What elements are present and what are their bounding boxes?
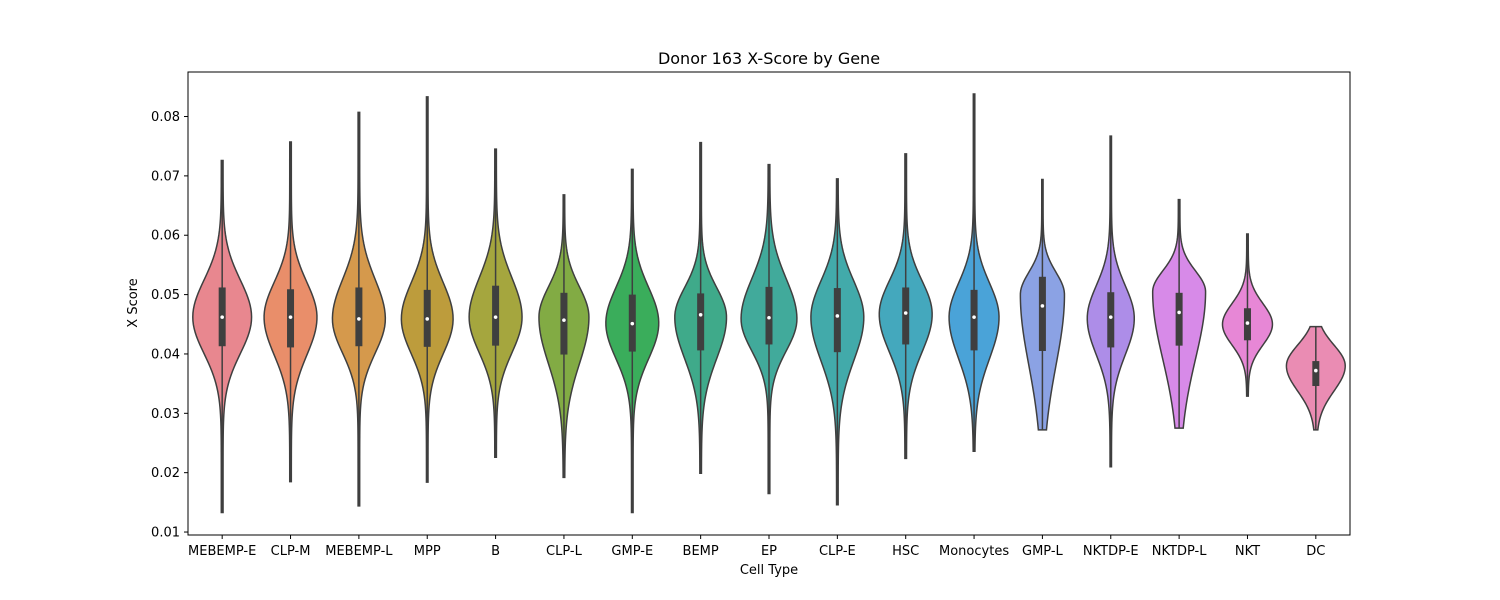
violin-iqr-box [1038, 276, 1046, 351]
violin-median-dot [357, 317, 361, 321]
violin-iqr-box [1107, 292, 1115, 348]
x-tick-label: BEMP [683, 544, 719, 559]
violin-median-dot [1177, 310, 1181, 315]
y-tick-label: 0.06 [151, 229, 180, 244]
violin-median-dot [288, 315, 293, 319]
x-tick-label: MEBEMP-E [188, 544, 256, 559]
x-axis: MEBEMP-E CLP-M MEBEMP-L MPP B CLP-L GMP-E BEMP E… [188, 535, 1325, 559]
violin-iqr-box [765, 286, 773, 345]
chart-title: Donor 163 X-Score by Gene [658, 49, 880, 68]
y-tick-label: 0.05 [151, 288, 180, 303]
violin-median-dot [220, 315, 224, 319]
violin-iqr-box [833, 288, 841, 353]
violin-iqr-box [560, 292, 568, 355]
violin-median-dot [1040, 304, 1045, 308]
x-tick-label: NKTDP-E [1083, 544, 1139, 559]
violin-median-dot [1314, 368, 1318, 373]
violin-median-dot [630, 321, 635, 326]
y-tick-label: 0.03 [151, 407, 180, 422]
violin-median-dot [767, 315, 771, 320]
violin-median-dot [903, 311, 908, 315]
x-tick-label: NKTDP-L [1152, 544, 1207, 559]
x-tick-label: MEBEMP-L [325, 544, 393, 559]
violin-median-dot [972, 315, 976, 319]
violin-median-dot [493, 315, 498, 319]
x-axis-label: Cell Type [740, 563, 798, 578]
violin-iqr-box [355, 287, 363, 347]
x-tick-label: EP [761, 544, 777, 559]
x-tick-label: Monocytes [939, 544, 1009, 559]
violin-median-dot [425, 317, 430, 321]
x-tick-label: CLP-L [546, 544, 583, 559]
y-axis: 0.01 0.02 0.03 0.04 0.05 0.06 0.07 0.08 [151, 110, 188, 541]
y-tick-label: 0.08 [151, 110, 180, 125]
violin-median-dot [698, 312, 703, 317]
x-tick-label: DC [1306, 544, 1325, 559]
y-tick-label: 0.07 [151, 169, 180, 184]
violin-median-dot [835, 314, 840, 318]
violin-iqr-box [697, 293, 705, 351]
y-axis-label: X Score [126, 278, 141, 327]
violins-layer [192, 93, 1346, 514]
x-tick-label: MPP [414, 544, 441, 559]
violin-median-dot [1245, 321, 1250, 325]
x-tick-label: B [491, 544, 500, 559]
x-tick-label: CLP-M [271, 544, 311, 559]
x-tick-label: HSC [892, 544, 919, 559]
y-tick-label: 0.01 [151, 526, 180, 541]
x-tick-label: GMP-L [1022, 544, 1064, 559]
x-tick-label: NKT [1235, 544, 1260, 559]
y-tick-label: 0.04 [151, 347, 180, 362]
violin-iqr-box [1175, 292, 1183, 346]
violin-median-dot [1108, 315, 1113, 319]
violin-iqr-box [1312, 361, 1320, 387]
x-tick-label: GMP-E [611, 544, 653, 559]
x-tick-label: CLP-E [819, 544, 856, 559]
violin-iqr-box [902, 287, 910, 345]
y-tick-label: 0.02 [151, 466, 180, 481]
violin-median-dot [562, 318, 566, 322]
violin-iqr-box [970, 289, 978, 351]
